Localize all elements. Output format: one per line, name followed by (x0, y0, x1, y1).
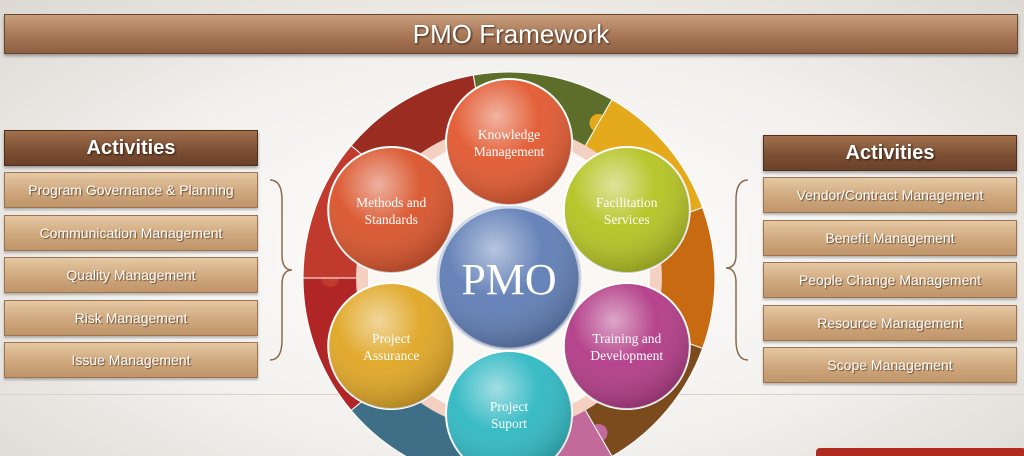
right-brace (725, 179, 749, 361)
page-title: PMO Framework (412, 18, 610, 49)
pmo-node: Project Assurance (327, 282, 456, 410)
node-label: Services (604, 212, 650, 227)
node-label: Project (372, 331, 410, 346)
activity-item: Risk Management (4, 299, 258, 336)
left-activities-panel: Activities Program Governance & Planning… (4, 130, 258, 385)
node-label: Facilitation (596, 195, 658, 210)
pmo-center-node: PMO (436, 205, 582, 351)
activity-item: Quality Management (4, 257, 258, 293)
pmo-node: Project Suport (445, 350, 573, 456)
left-activity-list: Program Governance & Planning Communicat… (4, 172, 258, 378)
activity-item: Benefit Management (763, 219, 1017, 256)
node-label: Assurance (363, 348, 419, 363)
activity-item: Communication Management (4, 214, 258, 251)
activity-item: Program Governance & Planning (4, 172, 258, 208)
right-panel-header: Activities (763, 135, 1017, 171)
node-label: Knowledge (478, 127, 540, 142)
left-panel-header: Activities (4, 130, 258, 166)
right-activities-panel: Activities Vendor/Contract Management Be… (763, 135, 1017, 390)
left-brace (269, 179, 293, 361)
node-label: Development (590, 348, 663, 363)
title-bar: PMO Framework (4, 14, 1018, 54)
pmo-node: Training and Development (562, 282, 691, 410)
activity-item: Resource Management (763, 304, 1017, 341)
activity-item: Scope Management (763, 347, 1017, 383)
satellite-nodes: Knowledge Management Facilitation Services T… (327, 78, 691, 456)
node-label: Management (474, 144, 545, 159)
pmo-node: Knowledge Management (445, 78, 573, 206)
node-label: Training and (592, 331, 661, 346)
node-label: Standards (365, 212, 418, 227)
pmo-node: Methods and Standards (327, 146, 456, 274)
node-label: Methods and (356, 195, 426, 210)
node-label: Project (490, 399, 528, 414)
pmo-node: Facilitation Services (562, 146, 691, 274)
activity-item: People Change Management (763, 262, 1017, 298)
node-label: Suport (491, 416, 527, 431)
activity-item: Vendor/Contract Management (763, 177, 1017, 213)
activity-item: Issue Management (4, 342, 258, 378)
corner-logo (816, 448, 1024, 456)
center-label: PMO (461, 255, 556, 304)
right-activity-list: Vendor/Contract Management Benefit Manag… (763, 177, 1017, 383)
